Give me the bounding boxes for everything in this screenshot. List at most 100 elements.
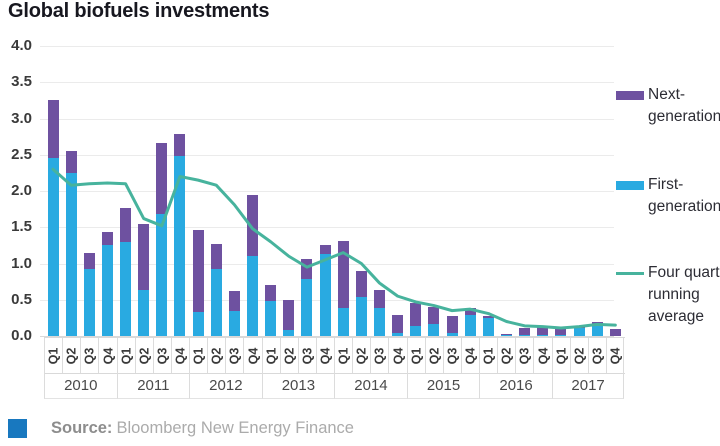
- first-generation-bar-segment: [228, 310, 240, 336]
- x-axis-quarter-label: Q4: [318, 347, 333, 364]
- first-generation-bar-segment: [591, 324, 603, 336]
- first-generation-bar-segment: [501, 335, 512, 337]
- next-generation-bar-segment: [138, 223, 150, 291]
- running-average-swatch-icon: [616, 272, 644, 275]
- x-axis-quarter-label: Q4: [173, 347, 188, 364]
- x-axis-quarter-cell: Q2: [62, 338, 80, 373]
- x-axis-quarter-label: Q1: [264, 347, 279, 364]
- legend-item-first-generation: First-generation: [616, 174, 720, 218]
- x-axis-quarter-cell: Q1: [551, 338, 570, 373]
- next-generation-bar-segment: [573, 326, 585, 328]
- next-generation-bar-segment: [174, 134, 186, 157]
- first-generation-bar-segment: [319, 254, 331, 336]
- next-generation-bar-segment: [120, 208, 132, 242]
- x-axis-quarter-cell: Q3: [225, 338, 243, 373]
- next-generation-bar-segment: [392, 314, 404, 334]
- gridline: [40, 82, 614, 84]
- first-generation-bar-segment: [573, 328, 585, 336]
- x-axis-year-label: 2012: [189, 373, 262, 399]
- x-axis-quarter-label: Q4: [245, 347, 260, 364]
- x-axis-quarter-label: Q1: [554, 347, 569, 364]
- x-axis-quarter-label: Q3: [517, 347, 532, 364]
- first-generation-bar-segment: [446, 333, 458, 336]
- next-generation-bar-segment: [519, 328, 531, 336]
- y-axis-tick-label: 0.5: [11, 290, 32, 308]
- x-axis-quarter-label: Q1: [481, 347, 496, 364]
- x-axis-years: 2010 2011 2012 2013 2014 2015 2016 2017: [44, 373, 625, 399]
- x-axis-quarter-cell: Q3: [80, 338, 98, 373]
- next-generation-bar-segment: [555, 327, 567, 335]
- next-generation-bar-segment: [101, 232, 113, 246]
- first-generation-bar-segment: [192, 312, 204, 336]
- x-axis-quarter-label: Q3: [300, 347, 315, 364]
- first-generation-bar-segment: [265, 301, 277, 336]
- x-axis-quarter-label: Q4: [607, 347, 622, 364]
- y-axis-tick-label: 2.0: [11, 182, 32, 199]
- first-generation-bar-segment: [374, 308, 386, 336]
- x-axis-year-label: 2016: [479, 373, 552, 399]
- gridline: [40, 336, 614, 337]
- first-generation-bar-segment: [247, 256, 259, 336]
- x-axis-quarter-cell: Q3: [297, 338, 316, 373]
- x-axis-quarter-label: Q2: [427, 347, 442, 364]
- x-axis-quarter-cell: Q2: [207, 338, 225, 373]
- legend-label-next-generation: Next-generation: [648, 86, 720, 125]
- x-axis-quarter-cell: Q1: [44, 338, 62, 373]
- next-generation-bar-segment: [609, 328, 621, 336]
- x-axis-quarter-label: Q3: [227, 347, 242, 364]
- source-name: Bloomberg New Energy Finance: [116, 419, 354, 437]
- x-axis-quarter-label: Q2: [354, 347, 369, 364]
- next-generation-bar-segment: [192, 230, 204, 313]
- x-axis-quarter-label: Q2: [137, 347, 152, 364]
- gridline: [40, 118, 614, 120]
- first-generation-bar-segment: [464, 314, 476, 336]
- next-generation-bar-segment: [301, 259, 313, 279]
- next-generation-bar-segment: [228, 291, 240, 311]
- next-generation-bar-segment: [156, 143, 168, 215]
- next-generation-bar-segment: [591, 322, 603, 325]
- first-generation-bar-segment: [555, 334, 567, 336]
- x-axis-quarter-label: Q2: [282, 347, 297, 364]
- first-generation-bar-segment: [410, 325, 422, 336]
- first-generation-bar-segment: [83, 269, 95, 336]
- y-axis-tick-label: 1.5: [11, 218, 32, 236]
- x-axis-quarter-label: Q2: [572, 347, 587, 364]
- x-axis-year-label: 2011: [116, 373, 190, 399]
- gridline: [40, 191, 614, 192]
- first-generation-bar-segment: [47, 158, 59, 336]
- legend-item-next-generation: Next-generation: [616, 84, 720, 128]
- next-generation-bar-segment: [319, 244, 331, 255]
- x-axis-quarter-cell: Q1: [479, 338, 497, 373]
- x-axis-quarter-label: Q4: [100, 347, 115, 364]
- x-axis-quarter-cell: Q4: [460, 338, 479, 373]
- x-axis-quarter-cell: Q2: [134, 338, 153, 373]
- x-axis-quarter-label: Q1: [119, 347, 134, 364]
- first-generation-swatch-icon: [616, 181, 644, 190]
- x-axis-quarter-cell: Q1: [406, 338, 425, 373]
- chart-title: Global biofuels investments: [8, 0, 270, 22]
- next-generation-bar-segment: [337, 241, 349, 308]
- y-axis-tick-label: 3.5: [11, 73, 32, 91]
- y-axis-tick-label: 1.0: [11, 254, 32, 272]
- x-axis-quarter-label: Q1: [336, 347, 351, 364]
- first-generation-bar-segment: [283, 330, 295, 336]
- next-generation-bar-segment: [83, 252, 95, 270]
- x-axis-quarter-cell: Q4: [533, 338, 551, 373]
- source-label: Source:: [51, 419, 113, 437]
- x-axis-quarter-label: Q3: [155, 347, 170, 364]
- x-axis-quarter-cell: Q1: [116, 338, 135, 373]
- x-axis-quarter-label: Q1: [46, 347, 61, 364]
- x-axis-quarter-label: Q4: [390, 347, 405, 364]
- first-generation-bar-segment: [174, 156, 186, 336]
- source-row: Source: Bloomberg New Energy Finance: [8, 419, 354, 438]
- first-generation-bar-segment: [65, 172, 77, 336]
- x-axis-year-label: 2017: [551, 373, 625, 399]
- next-generation-bar-segment: [428, 307, 440, 325]
- x-axis-quarter-label: Q3: [372, 347, 387, 364]
- x-axis-quarter-cell: Q3: [370, 338, 388, 373]
- source-text: Source: Bloomberg New Energy Finance: [51, 419, 354, 438]
- first-generation-bar-segment: [156, 214, 168, 336]
- gridline: [40, 154, 614, 156]
- next-generation-bar-segment: [374, 290, 386, 309]
